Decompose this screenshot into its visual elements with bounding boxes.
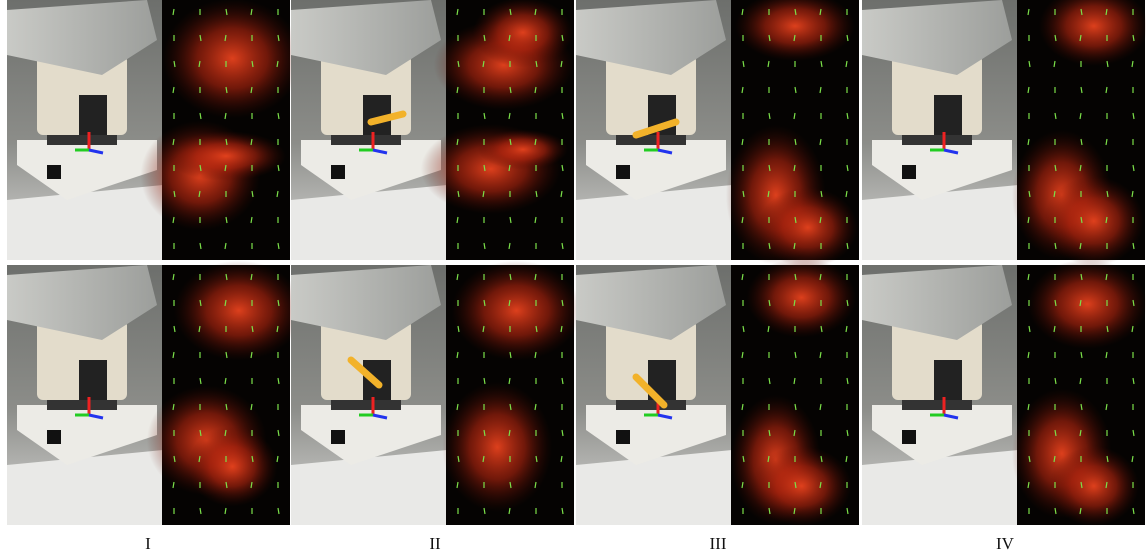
marker [616,165,630,179]
heat-blob [751,446,851,526]
heat-blob [1044,176,1144,266]
sensor [79,360,107,400]
plate [47,135,117,145]
marker [47,430,61,444]
column-label: III [710,534,727,553]
plate [47,400,117,410]
heat-blob [162,0,302,119]
marker [331,165,345,179]
column-label: I [145,534,151,553]
heat-blob [442,382,552,512]
plate [902,135,972,145]
marker [616,430,630,444]
heat-blob [478,130,568,170]
figure: I II III IV [0,0,1146,555]
heat-blob [166,131,286,181]
sensor [934,360,962,400]
heat-blob [758,188,858,268]
sensor [79,95,107,135]
column-label: II [429,534,441,553]
marker [902,430,916,444]
heat-blob [174,261,304,361]
marker [331,430,345,444]
plate [616,135,686,145]
plate [331,400,401,410]
marker [47,165,61,179]
heat-blob [1027,259,1146,349]
heat-blob [746,258,856,338]
plate [331,135,401,145]
plate [616,400,686,410]
plate [902,400,972,410]
sensor [934,95,962,135]
heat-blob [473,0,573,68]
heat-blob [187,427,277,507]
column-label: IV [996,534,1015,553]
marker [902,165,916,179]
heat-blob [1049,446,1139,526]
